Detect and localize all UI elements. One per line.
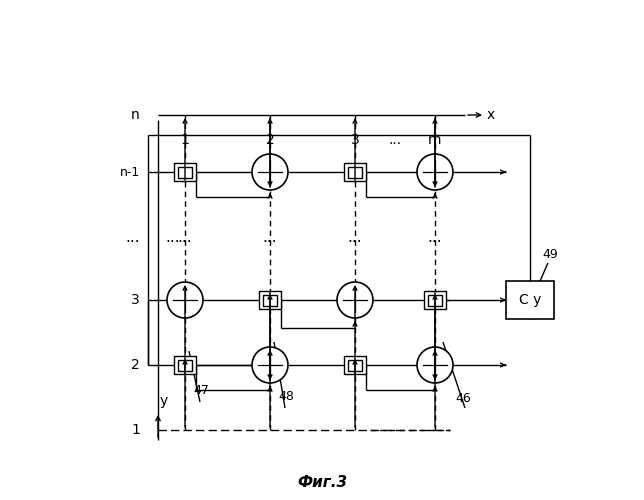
Circle shape [252, 154, 288, 190]
Circle shape [167, 282, 203, 318]
Bar [263, 294, 277, 306]
Text: ...: ... [348, 230, 363, 246]
Bar [344, 356, 366, 374]
Bar [174, 163, 196, 181]
Text: ...: ... [178, 230, 193, 246]
Text: ...: ... [428, 230, 442, 246]
Bar [178, 360, 192, 370]
Text: 2: 2 [265, 133, 274, 147]
Text: ...: ... [126, 230, 140, 246]
Bar [259, 291, 281, 309]
Text: x: x [487, 108, 495, 122]
Text: 49: 49 [542, 248, 558, 261]
Text: 1: 1 [131, 423, 140, 437]
Text: С у: С у [519, 293, 541, 307]
Text: 46: 46 [455, 392, 471, 405]
Text: ...: ... [263, 230, 278, 246]
Bar [348, 360, 362, 370]
Text: y: y [160, 394, 168, 408]
Text: n-1: n-1 [120, 166, 140, 178]
Bar [506, 281, 554, 319]
Text: ...: ... [166, 230, 180, 246]
Circle shape [417, 347, 453, 383]
Text: 48: 48 [278, 390, 294, 403]
Bar [424, 291, 446, 309]
Text: ...: ... [388, 133, 402, 147]
Text: Фиг.3: Фиг.3 [297, 475, 347, 490]
Bar [428, 294, 442, 306]
Circle shape [417, 154, 453, 190]
Text: n: n [131, 108, 140, 122]
Text: 1: 1 [180, 133, 189, 147]
Circle shape [337, 282, 373, 318]
Text: 47: 47 [193, 384, 209, 397]
Text: 2: 2 [131, 358, 140, 372]
Text: 3: 3 [131, 293, 140, 307]
Circle shape [252, 347, 288, 383]
Text: 3: 3 [350, 133, 359, 147]
Bar [174, 356, 196, 374]
Bar [344, 163, 366, 181]
Text: m: m [428, 133, 442, 147]
Bar [348, 166, 362, 177]
Bar [178, 166, 192, 177]
